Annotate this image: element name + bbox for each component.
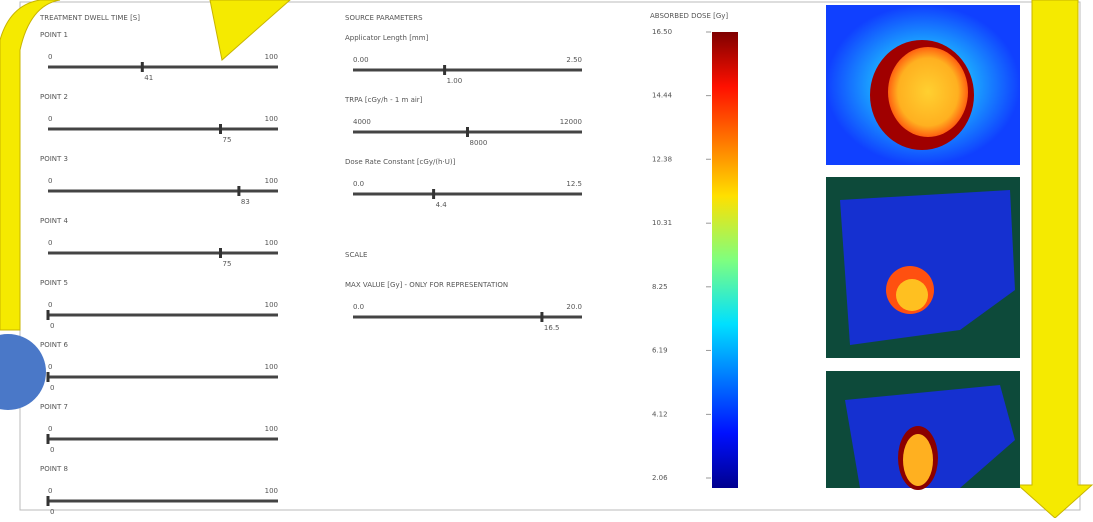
slider-thumb[interactable]: [47, 496, 50, 506]
slider-thumb[interactable]: [219, 248, 222, 258]
colorbar-tick-label: 12.38: [652, 155, 672, 163]
slider-value: 8000: [470, 139, 488, 147]
slider-max: 100: [265, 425, 278, 433]
slider-max: 100: [265, 115, 278, 123]
slider-value: 75: [223, 260, 232, 268]
slider-max: 100: [265, 363, 278, 371]
slider-value: 41: [144, 74, 153, 82]
slider-value: 75: [223, 136, 232, 144]
slider-label: POINT 5: [40, 279, 68, 287]
section-title: TREATMENT DWELL TIME [S]: [39, 14, 140, 22]
slider-label: POINT 1: [40, 31, 68, 39]
slider-thumb[interactable]: [540, 312, 543, 322]
slider-label: TRPA [cGy/h - 1 m air]: [344, 96, 423, 104]
slider-value: 16.5: [544, 324, 560, 332]
slider-value: 1.00: [447, 77, 463, 85]
slider-min: 0: [48, 487, 52, 495]
colorbar-tick-label: 2.06: [652, 474, 668, 482]
core: [888, 47, 968, 137]
slider-value: 4.4: [436, 201, 448, 209]
slider-max: 2.50: [566, 56, 582, 64]
slider-value: 0: [50, 446, 54, 454]
slider-min: 0.0: [353, 303, 364, 311]
slider-label: MAX VALUE [Gy] - ONLY FOR REPRESENTATION: [345, 281, 508, 289]
slider-max: 12000: [560, 118, 582, 126]
slider-value: 0: [50, 384, 54, 392]
slider-value: 83: [241, 198, 250, 206]
slider-thumb[interactable]: [432, 189, 435, 199]
colorbar: [712, 32, 738, 488]
colorbar-tick-label: 10.31: [652, 219, 672, 227]
slider-min: 0: [48, 53, 52, 61]
slider-label: Applicator Length [mm]: [345, 34, 429, 42]
slider-min: 4000: [353, 118, 371, 126]
slider-max: 100: [265, 301, 278, 309]
screen: TREATMENT DWELL TIME [S] SOURCE PARAMETE…: [0, 0, 1093, 518]
slider-thumb[interactable]: [237, 186, 240, 196]
slider-value: 0: [50, 508, 54, 516]
slider-min: 0.00: [353, 56, 369, 64]
slider-label: POINT 8: [40, 465, 68, 473]
slider-label: POINT 3: [40, 155, 68, 163]
slider-thumb[interactable]: [47, 310, 50, 320]
slider-min: 0: [48, 363, 52, 371]
slider-min: 0: [48, 301, 52, 309]
slider-label: POINT 2: [40, 93, 68, 101]
slider-label: POINT 7: [40, 403, 68, 411]
colorbar-tick-label: 14.44: [652, 92, 673, 100]
slider-thumb[interactable]: [47, 372, 50, 382]
slider-max: 100: [265, 177, 278, 185]
slider-max: 100: [265, 239, 278, 247]
slider-min: 0: [48, 239, 52, 247]
slider-thumb[interactable]: [47, 434, 50, 444]
colorbar-title: ABSORBED DOSE [Gy]: [650, 12, 728, 20]
colorbar-tick-label: 4.12: [652, 410, 668, 418]
slider-min: 0.0: [353, 180, 364, 188]
slider-value: 0: [50, 322, 54, 330]
slider-min: 0: [48, 115, 52, 123]
slider-label: POINT 6: [40, 341, 69, 349]
slider-min: 0: [48, 177, 52, 185]
colorbar-tick-label: 16.50: [652, 28, 672, 36]
slider-label: Dose Rate Constant [cGy/(h·U)]: [345, 158, 456, 166]
slider-label: POINT 4: [40, 217, 69, 225]
slider-max: 20.0: [566, 303, 582, 311]
slider-min: 0: [48, 425, 52, 433]
slider-thumb[interactable]: [141, 62, 144, 72]
slider-max: 12.5: [566, 180, 582, 188]
hot-core: [896, 279, 928, 311]
colorbar-tick-label: 6.19: [652, 346, 668, 354]
slider-thumb[interactable]: [219, 124, 222, 134]
slider-thumb[interactable]: [443, 65, 446, 75]
section-title: SCALE: [345, 251, 367, 259]
slider-max: 100: [265, 487, 278, 495]
hot-core: [903, 434, 933, 486]
colorbar-tick-label: 8.25: [652, 283, 668, 291]
slider-max: 100: [265, 53, 278, 61]
section-title: SOURCE PARAMETERS: [345, 14, 423, 22]
slider-thumb[interactable]: [466, 127, 469, 137]
